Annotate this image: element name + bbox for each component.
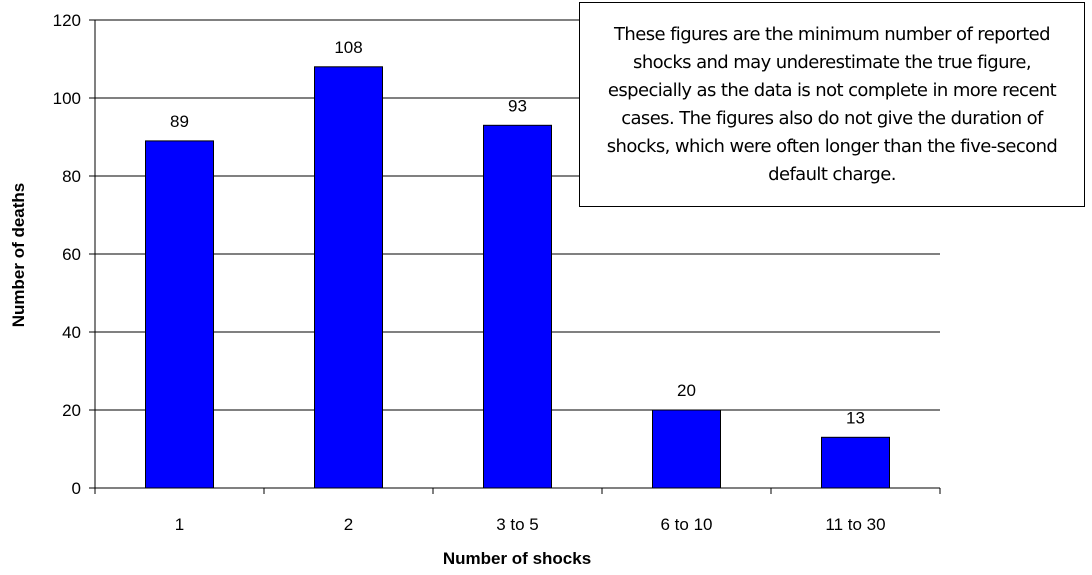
y-tick-label: 120 [53,11,81,30]
bar [821,436,890,489]
y-axis-title: Number of deaths [9,183,28,328]
y-tick-label: 0 [72,479,81,498]
data-labels: 89 108 93 20 13 [170,38,865,427]
x-axis-title: Number of shocks [443,549,591,568]
x-tick-label: 6 to 10 [661,515,713,534]
data-label: 13 [846,408,865,427]
x-tick-label: 1 [175,515,184,534]
bar [483,124,552,489]
y-tick-label: 100 [53,89,81,108]
annotation-box: These figures are the minimum number of … [579,2,1085,207]
bar [314,66,383,489]
x-tick-label: 2 [344,515,353,534]
y-tick-label: 20 [62,401,81,420]
y-tick-label: 40 [62,323,81,342]
x-tick-label: 3 to 5 [496,515,539,534]
data-label: 108 [334,38,362,57]
data-label: 93 [508,96,527,115]
data-label: 20 [677,381,696,400]
x-tick-label: 11 to 30 [825,515,885,534]
bar [145,140,214,489]
y-tick-label: 80 [62,167,81,186]
axes: 0 20 40 60 80 100 120 1 2 3 to 5 6 to 10 11 to 30 [53,11,941,534]
data-label: 89 [170,112,189,131]
y-tick-label: 60 [62,245,81,264]
bar [652,409,721,489]
annotation-text: These figures are the minimum number of … [606,23,1058,185]
bars [145,66,890,489]
